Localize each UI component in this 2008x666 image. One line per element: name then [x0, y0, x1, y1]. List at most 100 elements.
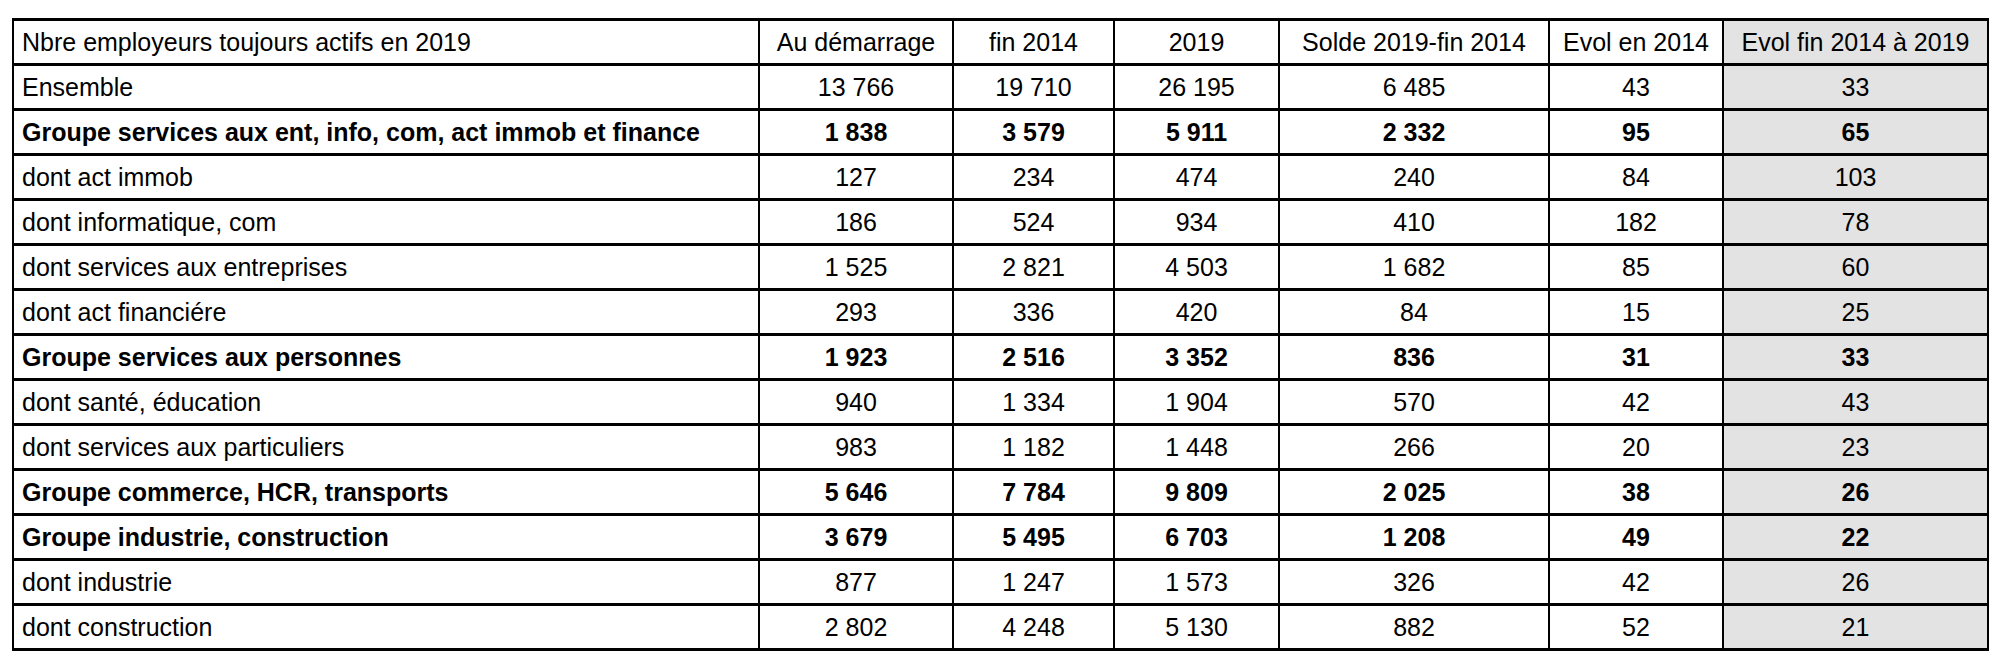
header-2019: 2019	[1114, 20, 1279, 65]
value-cell: 570	[1279, 380, 1549, 425]
value-cell: 1 182	[953, 425, 1114, 470]
value-cell: 836	[1279, 335, 1549, 380]
value-cell: 934	[1114, 200, 1279, 245]
row-label-cell: dont santé, éducation	[13, 380, 759, 425]
value-cell: 49	[1549, 515, 1723, 560]
value-cell: 33	[1723, 335, 1988, 380]
value-cell: 1 525	[759, 245, 953, 290]
row-label-cell: dont industrie	[13, 560, 759, 605]
value-cell: 474	[1114, 155, 1279, 200]
table-row: Ensemble13 76619 71026 1956 4854333	[13, 65, 1988, 110]
table-row: dont services aux entreprises1 5252 8214…	[13, 245, 1988, 290]
value-cell: 1 334	[953, 380, 1114, 425]
table-row: dont act financiére293336420841525	[13, 290, 1988, 335]
table-row: Groupe services aux personnes1 9232 5163…	[13, 335, 1988, 380]
value-cell: 84	[1279, 290, 1549, 335]
value-cell: 1 247	[953, 560, 1114, 605]
table-row: Groupe industrie, construction3 6795 495…	[13, 515, 1988, 560]
value-cell: 410	[1279, 200, 1549, 245]
header-fin-2014: fin 2014	[953, 20, 1114, 65]
value-cell: 877	[759, 560, 953, 605]
value-cell: 1 448	[1114, 425, 1279, 470]
value-cell: 25	[1723, 290, 1988, 335]
value-cell: 33	[1723, 65, 1988, 110]
value-cell: 2 332	[1279, 110, 1549, 155]
value-cell: 65	[1723, 110, 1988, 155]
value-cell: 336	[953, 290, 1114, 335]
value-cell: 5 646	[759, 470, 953, 515]
value-cell: 293	[759, 290, 953, 335]
row-label-cell: dont services aux entreprises	[13, 245, 759, 290]
row-label-cell: Groupe commerce, HCR, transports	[13, 470, 759, 515]
header-row-title: Nbre employeurs toujours actifs en 2019	[13, 20, 759, 65]
value-cell: 52	[1549, 605, 1723, 650]
value-cell: 266	[1279, 425, 1549, 470]
value-cell: 234	[953, 155, 1114, 200]
value-cell: 5 495	[953, 515, 1114, 560]
value-cell: 43	[1549, 65, 1723, 110]
value-cell: 1 682	[1279, 245, 1549, 290]
value-cell: 31	[1549, 335, 1723, 380]
value-cell: 5 130	[1114, 605, 1279, 650]
value-cell: 42	[1549, 560, 1723, 605]
value-cell: 882	[1279, 605, 1549, 650]
value-cell: 2 516	[953, 335, 1114, 380]
value-cell: 84	[1549, 155, 1723, 200]
value-cell: 60	[1723, 245, 1988, 290]
value-cell: 3 579	[953, 110, 1114, 155]
value-cell: 2 802	[759, 605, 953, 650]
value-cell: 15	[1549, 290, 1723, 335]
header-solde-2019-fin-2014: Solde 2019-fin 2014	[1279, 20, 1549, 65]
table-row: dont informatique, com18652493441018278	[13, 200, 1988, 245]
value-cell: 1 838	[759, 110, 953, 155]
header-evol-fin-2014-a-2019: Evol fin 2014 à 2019	[1723, 20, 1988, 65]
value-cell: 182	[1549, 200, 1723, 245]
value-cell: 42	[1549, 380, 1723, 425]
row-label-cell: dont construction	[13, 605, 759, 650]
table-row: Groupe services aux ent, info, com, act …	[13, 110, 1988, 155]
value-cell: 1 573	[1114, 560, 1279, 605]
header-evol-en-2014: Evol en 2014	[1549, 20, 1723, 65]
value-cell: 85	[1549, 245, 1723, 290]
value-cell: 326	[1279, 560, 1549, 605]
value-cell: 940	[759, 380, 953, 425]
value-cell: 2 821	[953, 245, 1114, 290]
header-au-demarrage: Au démarrage	[759, 20, 953, 65]
table-row: dont services aux particuliers9831 1821 …	[13, 425, 1988, 470]
value-cell: 3 679	[759, 515, 953, 560]
value-cell: 20	[1549, 425, 1723, 470]
row-label-cell: Groupe services aux personnes	[13, 335, 759, 380]
value-cell: 9 809	[1114, 470, 1279, 515]
row-label-cell: dont act financiére	[13, 290, 759, 335]
row-label-cell: Groupe services aux ent, info, com, act …	[13, 110, 759, 155]
row-label-cell: dont informatique, com	[13, 200, 759, 245]
row-label-cell: dont services aux particuliers	[13, 425, 759, 470]
value-cell: 524	[953, 200, 1114, 245]
value-cell: 240	[1279, 155, 1549, 200]
table-row: dont act immob12723447424084103	[13, 155, 1988, 200]
row-label-cell: Groupe industrie, construction	[13, 515, 759, 560]
value-cell: 21	[1723, 605, 1988, 650]
value-cell: 2 025	[1279, 470, 1549, 515]
employers-active-2019-table: Nbre employeurs toujours actifs en 2019 …	[12, 18, 1989, 651]
value-cell: 4 503	[1114, 245, 1279, 290]
value-cell: 1 208	[1279, 515, 1549, 560]
header-row: Nbre employeurs toujours actifs en 2019 …	[13, 20, 1988, 65]
value-cell: 26 195	[1114, 65, 1279, 110]
value-cell: 7 784	[953, 470, 1114, 515]
value-cell: 5 911	[1114, 110, 1279, 155]
table-body: Ensemble13 76619 71026 1956 4854333Group…	[13, 65, 1988, 650]
value-cell: 127	[759, 155, 953, 200]
value-cell: 1 904	[1114, 380, 1279, 425]
value-cell: 78	[1723, 200, 1988, 245]
value-cell: 6 703	[1114, 515, 1279, 560]
table-row: dont industrie8771 2471 5733264226	[13, 560, 1988, 605]
value-cell: 4 248	[953, 605, 1114, 650]
value-cell: 95	[1549, 110, 1723, 155]
value-cell: 186	[759, 200, 953, 245]
value-cell: 3 352	[1114, 335, 1279, 380]
row-label-cell: dont act immob	[13, 155, 759, 200]
value-cell: 983	[759, 425, 953, 470]
spreadsheet-table-page: Nbre employeurs toujours actifs en 2019 …	[0, 0, 2008, 666]
table-row: dont construction2 8024 2485 1308825221	[13, 605, 1988, 650]
